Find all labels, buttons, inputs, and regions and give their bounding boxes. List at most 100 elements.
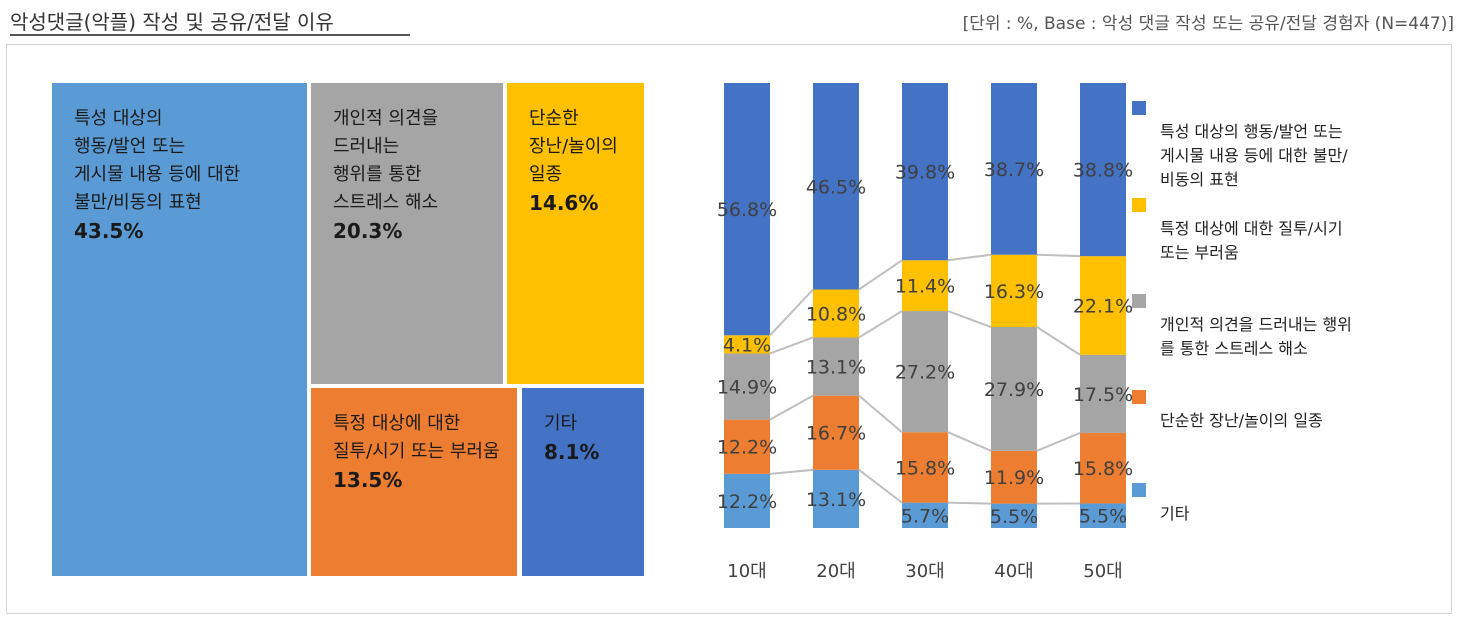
connector-line — [947, 253, 992, 262]
data-label: 5.5% — [990, 506, 1038, 528]
treemap-tile-jealousy: 특정 대상에 대한 질투/시기 또는 부러움 13.5% — [311, 388, 517, 576]
bar-segment — [1080, 256, 1126, 355]
bar-segment — [902, 432, 948, 503]
connector-line — [1036, 326, 1081, 356]
legend-item-prank: 단순한 장난/놀이의 일종 — [1132, 385, 1323, 433]
connector-line — [947, 431, 992, 452]
bar-segment — [724, 419, 770, 474]
connector-line — [769, 288, 814, 336]
bar-segment — [902, 83, 948, 261]
category-label: 10대 — [727, 561, 766, 582]
legend-swatch — [1132, 483, 1146, 497]
bar-segment — [724, 83, 770, 336]
connector-line — [858, 394, 903, 433]
legend-swatch — [1132, 294, 1146, 308]
category-label: 40대 — [994, 561, 1033, 582]
treemap-tile-other: 기타 8.1% — [522, 388, 644, 576]
connector-line — [858, 310, 903, 339]
legend-swatch — [1132, 198, 1146, 212]
treemap-value: 14.6% — [529, 191, 599, 215]
bar-segment — [724, 473, 770, 528]
legend-label: 특정 대상에 대한 질투/시기 또는 부러움 — [1160, 219, 1343, 262]
data-label: 17.5% — [1073, 384, 1133, 406]
legend-item-dissent: 특성 대상의 행동/발언 또는 게시물 내용 등에 대한 불만/ 비동의 표현 — [1132, 96, 1348, 192]
category-label: 20대 — [816, 561, 855, 582]
data-label: 14.9% — [717, 377, 777, 399]
treemap-label: 개인적 의견을 드러내는 행위를 통한 스트레스 해소 — [333, 108, 439, 213]
bar-segment — [1080, 83, 1126, 257]
treemap-value: 20.3% — [333, 219, 403, 243]
bar-segment — [991, 327, 1037, 451]
data-label: 5.7% — [901, 505, 949, 527]
treemap-value: 13.5% — [333, 468, 403, 492]
bar-segment — [1080, 503, 1126, 528]
bar-segment — [724, 335, 770, 354]
data-label: 11.9% — [984, 467, 1044, 489]
title-underline — [10, 34, 410, 36]
data-label: 11.4% — [895, 276, 955, 298]
data-label: 38.8% — [1073, 160, 1133, 182]
category-label: 50대 — [1083, 561, 1122, 582]
bar-segment — [1080, 432, 1126, 504]
data-label: 27.9% — [984, 379, 1044, 401]
data-label: 39.8% — [895, 162, 955, 184]
data-label: 15.8% — [895, 457, 955, 479]
bar-segment — [724, 353, 770, 420]
data-label: 10.8% — [806, 303, 866, 325]
category-label: 30대 — [905, 561, 944, 582]
data-label: 12.2% — [717, 437, 777, 459]
bar-segment — [902, 260, 948, 312]
treemap-value: 8.1% — [544, 440, 600, 464]
treemap-label: 기타 — [544, 413, 578, 434]
bar-segment — [991, 254, 1037, 328]
bar-segment — [813, 83, 859, 290]
data-label: 27.2% — [895, 362, 955, 384]
bar-segment — [991, 83, 1037, 255]
bar-segment — [902, 502, 948, 528]
bar-segment — [813, 337, 859, 396]
bar-segment — [813, 469, 859, 528]
treemap-label: 특정 대상에 대한 질투/시기 또는 부러움 — [333, 413, 500, 462]
data-label: 4.1% — [723, 334, 771, 356]
legend-item-jealousy: 특정 대상에 대한 질투/시기 또는 부러움 — [1132, 193, 1343, 265]
treemap-label: 단순한 장난/놀이의 일종 — [529, 108, 618, 185]
connector-line — [769, 468, 814, 475]
bar-segment — [991, 450, 1037, 504]
legend-swatch — [1132, 101, 1146, 115]
connector-line — [947, 310, 992, 328]
bar-segment — [991, 503, 1037, 528]
data-label: 46.5% — [806, 176, 866, 198]
bar-segment — [902, 311, 948, 433]
treemap-tile-prank: 단순한 장난/놀이의 일종 14.6% — [507, 83, 644, 384]
data-label: 15.8% — [1073, 458, 1133, 480]
connector-line — [947, 501, 992, 505]
data-label: 13.1% — [806, 357, 866, 379]
data-label: 16.3% — [984, 281, 1044, 303]
legend-label: 특성 대상의 행동/발언 또는 게시물 내용 등에 대한 불만/ 비동의 표현 — [1160, 122, 1348, 189]
connector-line — [858, 469, 903, 504]
chart-title: 악성댓글(악플) 작성 및 공유/전달 이유 — [10, 10, 334, 34]
data-label: 5.5% — [1079, 506, 1127, 528]
chart-frame — [6, 44, 1452, 614]
legend-item-stress-relief: 개인적 의견을 드러내는 행위 를 통한 스트레스 해소 — [1132, 289, 1352, 361]
data-label: 16.7% — [806, 423, 866, 445]
legend-label: 기타 — [1160, 504, 1190, 523]
data-label: 38.7% — [984, 159, 1044, 181]
connector-line — [858, 259, 903, 291]
bar-segment — [813, 395, 859, 470]
connector-line — [1036, 253, 1081, 258]
treemap-tile-stress-relief: 개인적 의견을 드러내는 행위를 통한 스트레스 해소 20.3% — [311, 83, 503, 384]
connector-line — [769, 336, 814, 355]
data-label: 12.2% — [717, 491, 777, 513]
data-label: 22.1% — [1073, 296, 1133, 318]
base-note: [단위 : %, Base : 악성 댓글 작성 또는 공유/전달 경험자 (N… — [962, 14, 1454, 34]
legend-label: 단순한 장난/놀이의 일종 — [1160, 411, 1323, 430]
treemap-label: 특성 대상의 행동/발언 또는 게시물 내용 등에 대한 불만/비동의 표현 — [74, 108, 241, 213]
connector-line — [769, 394, 814, 421]
legend-label: 개인적 의견을 드러내는 행위 를 통한 스트레스 해소 — [1160, 315, 1352, 358]
treemap-tile-dissent: 특성 대상의 행동/발언 또는 게시물 내용 등에 대한 불만/비동의 표현 43… — [52, 83, 307, 576]
legend-item-other: 기타 — [1132, 478, 1190, 526]
bar-segment — [1080, 354, 1126, 433]
bar-segment — [813, 289, 859, 338]
